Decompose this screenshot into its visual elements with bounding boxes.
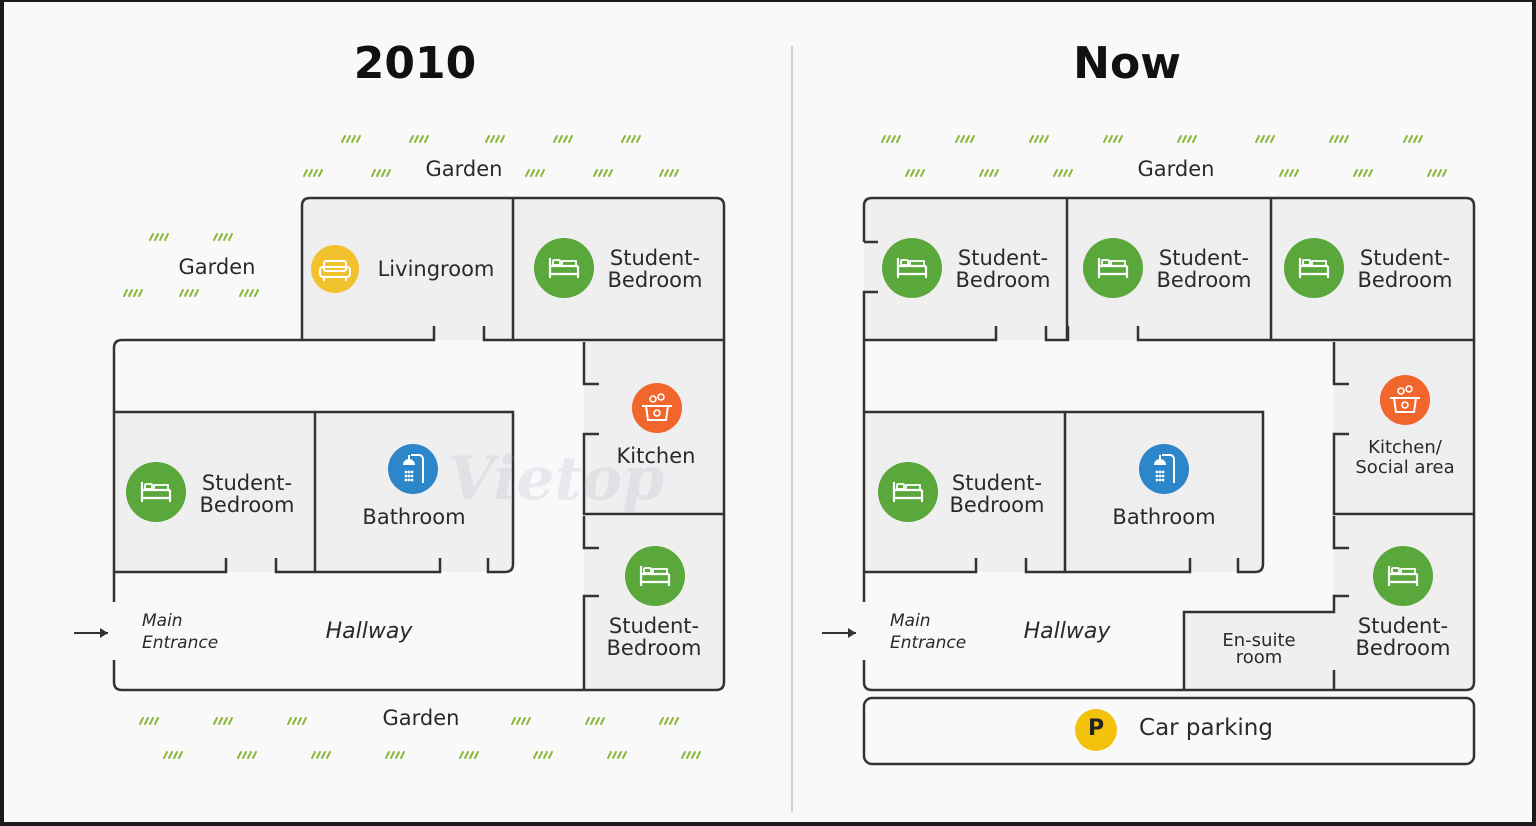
room-label-line: Student-: [1359, 246, 1451, 270]
bed-icon: [1083, 238, 1143, 298]
bed-icon: [625, 546, 685, 606]
sofa-icon: [311, 245, 359, 293]
parking-icon-letter: P: [1087, 716, 1105, 741]
watermark: Vietop: [448, 444, 665, 514]
room-label-line: Student-: [608, 614, 700, 638]
room-label-line: Bedroom: [949, 493, 1045, 517]
arrow-right-icon: [822, 628, 856, 638]
room-label-line: room: [1235, 647, 1283, 668]
entrance-line: Main: [890, 611, 931, 631]
room-label-bedroom: Student- Bedroom: [594, 615, 714, 659]
room-label-line: Kitchen/: [1368, 437, 1442, 458]
bed-icon: [1373, 546, 1433, 606]
room-label-line: Student-: [1158, 246, 1250, 270]
bed-icon: [878, 462, 938, 522]
room-label-livingroom: Livingroom: [377, 257, 495, 281]
room-label-line: Student-: [957, 246, 1049, 270]
shower-icon: [1139, 444, 1189, 494]
kitchen-icon: [1380, 375, 1430, 425]
entrance-line: Entrance: [142, 633, 219, 653]
floor-plan-svg: [74, 46, 1476, 812]
room-label-ensuite: En-suite room: [1200, 630, 1318, 668]
hallway-label: Hallway: [325, 619, 413, 644]
entrance-line: Main: [142, 611, 183, 631]
floor-plan-canvas: Vietop 2010 Now Garden Garden Garden Liv…: [4, 2, 1532, 822]
room-label-line: Bedroom: [607, 268, 703, 292]
bed-icon: [126, 462, 186, 522]
room-label-bedroom: Student- Bedroom: [1147, 247, 1261, 291]
title-2010: 2010: [353, 38, 477, 89]
room-label-line: Bedroom: [1156, 268, 1252, 292]
kitchen-icon: [632, 383, 682, 433]
room-label-bedroom: Student- Bedroom: [946, 247, 1060, 291]
garden-label: Garden: [382, 706, 460, 730]
room-label-line: Bedroom: [199, 493, 295, 517]
hallway-label: Hallway: [1023, 619, 1111, 644]
room-label-bedroom: Student- Bedroom: [1348, 247, 1462, 291]
parking-icon: [1075, 709, 1117, 751]
room-label-line: Social area: [1355, 457, 1455, 478]
shower-icon: [388, 444, 438, 494]
room-label-bedroom: Student- Bedroom: [1344, 615, 1462, 659]
room-label-line: Student-: [1357, 614, 1449, 638]
arrow-right-icon: [74, 628, 108, 638]
room-label-line: Bedroom: [1357, 268, 1453, 292]
plan-now: [862, 196, 1476, 766]
room-label-line: Student-: [201, 471, 293, 495]
room-label-line: Student-: [609, 246, 701, 270]
entrance-line: Entrance: [890, 633, 967, 653]
room-label-bathroom: Bathroom: [362, 505, 466, 529]
room-label-bedroom: Student- Bedroom: [190, 472, 304, 516]
room-label-line: En-suite: [1222, 630, 1296, 651]
room-label-line: Bedroom: [955, 268, 1051, 292]
room-label-bathroom: Bathroom: [1112, 505, 1216, 529]
garden-label: Garden: [178, 255, 256, 279]
bed-icon: [534, 238, 594, 298]
bed-icon: [882, 238, 942, 298]
title-now: Now: [1073, 38, 1181, 89]
room-label-kitchen: Kitchen: [616, 444, 696, 468]
room-label-bedroom: Student- Bedroom: [940, 472, 1054, 516]
room-label-line: Student-: [951, 471, 1043, 495]
room-label-bedroom: Student- Bedroom: [598, 247, 712, 291]
main-entrance-label: Main Entrance: [142, 610, 218, 654]
bed-icon: [1284, 238, 1344, 298]
car-parking-label: Car parking: [1139, 715, 1273, 741]
garden-label: Garden: [425, 157, 503, 181]
room-label-line: Bedroom: [1355, 636, 1451, 660]
garden-label: Garden: [1137, 157, 1215, 181]
room-label-kitchen-social: Kitchen/ Social area: [1344, 438, 1466, 478]
main-entrance-label: Main Entrance: [890, 610, 966, 654]
room-label-line: Bedroom: [606, 636, 702, 660]
